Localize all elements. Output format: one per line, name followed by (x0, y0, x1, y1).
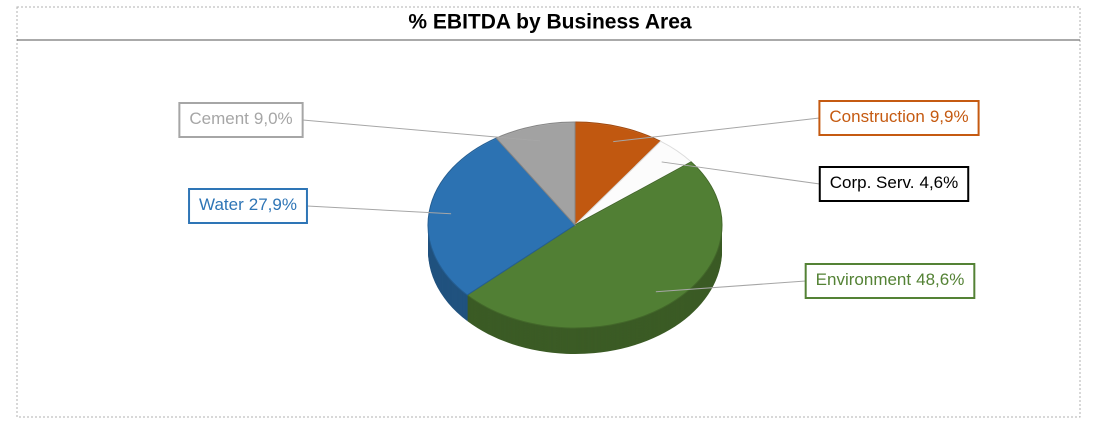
label-box (818, 100, 980, 136)
label-box (178, 102, 304, 138)
label-category: Environment (816, 270, 912, 289)
label-box (804, 263, 976, 299)
label-text: Cement 9,0% (189, 109, 292, 128)
data-label: Construction 9,9% (613, 100, 980, 143)
label-value: 9,9% (930, 107, 969, 126)
label-value: 48,6% (916, 270, 964, 289)
pie-slice (466, 161, 723, 329)
leader-line (613, 117, 820, 143)
chart-title: % EBITDA by Business Area (408, 11, 692, 34)
label-box (818, 166, 970, 202)
label-text: Corp. Serv. 4,6% (830, 173, 958, 192)
leader-line (306, 205, 452, 215)
pie-slice (427, 137, 576, 296)
data-label: Environment 48,6% (655, 263, 976, 299)
data-label: Water 27,9% (188, 188, 452, 224)
data-label: Cement 9,0% (178, 102, 541, 142)
label-text: Water 27,9% (199, 195, 297, 214)
label-value: 27,9% (249, 195, 297, 214)
label-category: Construction (829, 107, 924, 126)
label-box (188, 188, 308, 224)
label-category: Water (199, 195, 244, 214)
label-text: Environment 48,6% (816, 270, 965, 289)
leader-line (661, 161, 820, 185)
label-category: Cement (189, 109, 249, 128)
leader-line (655, 280, 806, 293)
label-value: 9,0% (254, 109, 293, 128)
label-value: 4,6% (919, 173, 958, 192)
pie-slice (574, 121, 662, 227)
leader-line (302, 119, 541, 142)
data-label: Corp. Serv. 4,6% (661, 161, 970, 202)
label-category: Corp. Serv. (830, 173, 915, 192)
label-text: Construction 9,9% (829, 107, 968, 126)
